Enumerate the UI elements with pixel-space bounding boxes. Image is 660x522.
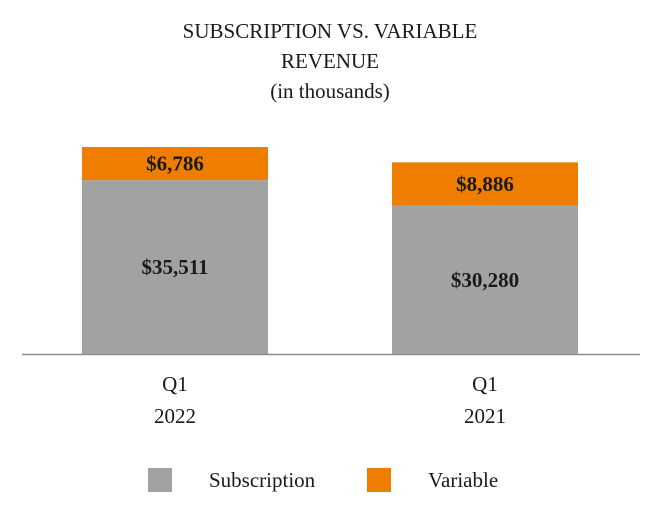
data-label-subscription-2: $30,280 xyxy=(451,268,519,292)
bar-subscription-2 xyxy=(392,205,578,354)
bar-variable-1 xyxy=(82,147,268,181)
x-tick-label-2-line-1: Q1 xyxy=(472,372,498,396)
x-tick-label-2-line-2: 2021 xyxy=(464,404,506,428)
chart-title: SUBSCRIPTION VS. VARIABLE REVENUE (in th… xyxy=(0,16,660,106)
chart-title-line-2: REVENUE xyxy=(281,49,379,73)
bar-subscription-1 xyxy=(82,180,268,354)
legend-label-variable: Variable xyxy=(428,468,499,492)
stacked-bar-chart: $35,511 $6,786 Q1 2022 $30,280 $8,886 Q1 2021 xyxy=(22,147,640,428)
x-tick-label-1-line-2: 2022 xyxy=(154,404,196,428)
x-tick-label-1-line-1: Q1 xyxy=(162,372,188,396)
chart-subtitle: (in thousands) xyxy=(270,79,390,103)
data-label-subscription-1: $35,511 xyxy=(141,255,208,279)
data-label-variable-2: $8,886 xyxy=(456,172,514,196)
legend-swatch-variable xyxy=(367,468,392,492)
bar-variable-2 xyxy=(392,162,578,206)
chart-title-line-1: SUBSCRIPTION VS. VARIABLE xyxy=(182,19,478,43)
legend-label-subscription: Subscription xyxy=(209,468,316,492)
legend-swatch-subscription xyxy=(148,468,172,492)
data-label-variable-1: $6,786 xyxy=(146,152,204,176)
legend-item-variable: Variable xyxy=(367,466,498,494)
chart-legend: Subscription Variable xyxy=(148,466,498,494)
legend-item-subscription: Subscription xyxy=(148,466,315,494)
